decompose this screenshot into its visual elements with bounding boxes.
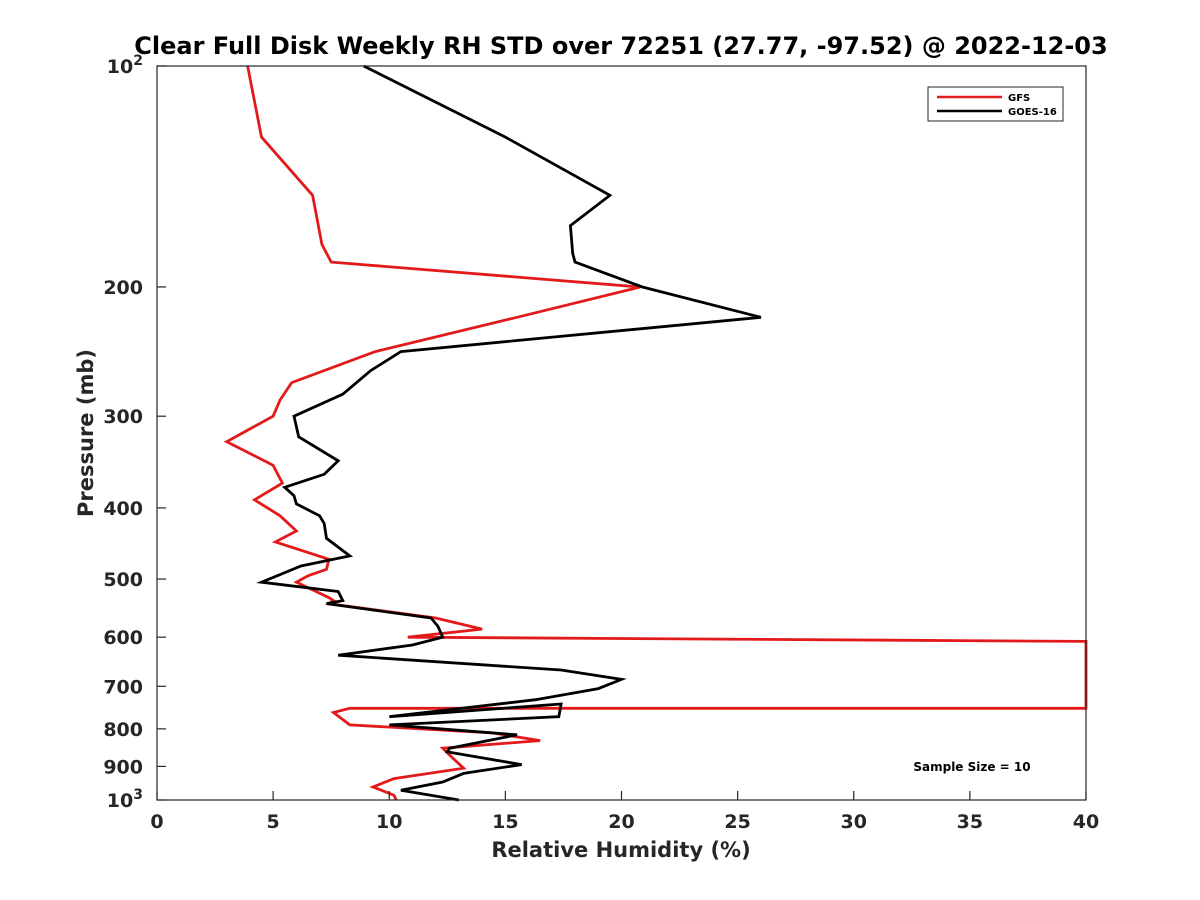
chart-title: Clear Full Disk Weekly RH STD over 72251… [134,32,1107,60]
x-tick-label: 20 [608,811,634,833]
y-tick-label: 800 [103,719,143,741]
x-tick-label: 40 [1073,811,1099,833]
x-tick-label: 10 [376,811,402,833]
sample-size-annotation: Sample Size = 10 [913,760,1030,774]
y-tick-label: 103 [107,787,143,812]
y-axis-label: Pressure (mb) [74,349,98,517]
y-tick-label: 600 [103,627,143,649]
plot-area [223,64,1088,802]
y-tick-label: 300 [103,406,143,428]
y-tick-label: 200 [103,277,143,299]
x-tick-label: 30 [841,811,867,833]
x-tick-label: 15 [492,811,518,833]
x-tick-label: 0 [150,811,163,833]
legend-box [927,86,1064,122]
x-axis: 0 5 10 15 20 25 30 35 40 [150,791,1099,833]
x-tick-label: 35 [957,811,983,833]
y-tick-label: 500 [103,569,143,591]
series-line-gfs [223,65,1088,801]
legend: GFS GOES-16 [927,86,1064,122]
series-line-goes16 [255,64,762,802]
x-tick-label: 5 [267,811,280,833]
legend-label-goes16: GOES-16 [1008,107,1057,118]
y-tick-label: 900 [103,756,143,778]
x-axis-label: Relative Humidity (%) [491,838,750,862]
y-tick-label: 400 [103,498,143,520]
y-tick-label: 102 [107,53,143,78]
legend-label-gfs: GFS [1008,93,1030,104]
y-tick-label: 700 [103,676,143,698]
y-axis: 102 200 300 400 500 600 700 800 900 103 [103,53,166,812]
x-tick-label: 25 [724,811,750,833]
